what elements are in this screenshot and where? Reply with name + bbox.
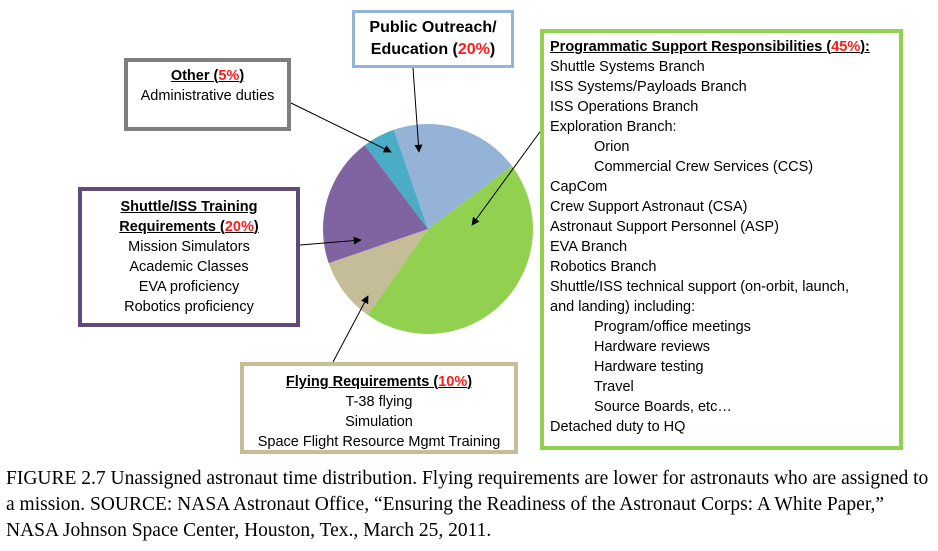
outreach-title-line2: Education (20%) [370,41,496,58]
arrow-other [290,102,392,153]
programmatic-title: Programmatic Support Responsibilities (4… [550,39,870,55]
programmatic-item: CapCom [550,179,608,195]
programmatic-subitem: Orion [594,139,630,155]
outreach-title-line1: Public Outreach/ [369,19,497,36]
programmatic-item: Crew Support Astronaut (CSA) [550,199,748,215]
training-item: Mission Simulators [128,239,250,255]
training-title-line2: Requirements (20%) [119,219,259,235]
training-item: EVA proficiency [138,279,240,295]
programmatic-item: Shuttle Systems Branch [550,59,705,75]
pie-slice-other [364,129,428,229]
programmatic-subitem: Hardware reviews [594,339,711,355]
callout-flying: Flying Requirements (10%) T-38 flying Si… [240,362,518,454]
programmatic-item: Shuttle/ISS technical support (on-orbit,… [550,279,850,295]
programmatic-subitem: Hardware testing [594,359,704,375]
callout-programmatic-support: Programmatic Support Responsibilities (4… [540,29,903,450]
pie-slices [322,124,533,334]
flying-item: T-38 flying [345,394,413,410]
callout-other: Other (5%) Administrative duties [124,58,291,131]
training-title-line1: Shuttle/ISS Training [120,199,258,215]
pie-slice-flying-requirements [328,229,428,316]
pie-slice-programmatic-support-responsibilities [367,165,533,334]
arrow-training [299,236,362,246]
programmatic-item: Astronaut Support Personnel (ASP) [550,219,779,235]
callout-public-outreach: Public Outreach/ Education (20%) [352,10,514,68]
training-item: Robotics proficiency [124,299,254,315]
other-title: Other (5%) [170,68,245,84]
flying-title: Flying Requirements (10%) [285,374,473,390]
arrow-flying [332,295,369,363]
other-item: Administrative duties [140,88,275,104]
programmatic-item: ISS Systems/Payloads Branch [550,79,747,95]
training-item: Academic Classes [129,259,249,275]
programmatic-subitem: Program/office meetings [594,319,751,335]
programmatic-subitem: Commercial Crew Services (CCS) [594,159,814,175]
pie-chart [290,67,543,363]
programmatic-item: ISS Operations Branch [550,99,699,115]
pie-slice-public-outreach-education [393,124,512,229]
flying-item: Space Flight Resource Mgmt Training [257,434,501,450]
arrow-programmatic [471,128,543,226]
programmatic-subitem: Travel [594,379,634,395]
callout-training: Shuttle/ISS Training Requirements (20%) … [78,187,300,327]
pie-slice-shuttle-iss-training-requirements [322,145,428,264]
arrow-outreach [412,67,423,153]
programmatic-item: and landing) including: [550,299,696,315]
flying-item: Simulation [345,414,413,430]
programmatic-item: Robotics Branch [550,259,657,275]
programmatic-item: Detached duty to HQ [550,419,686,435]
figure-caption: FIGURE 2.7 Unassigned astronaut time dis… [6,468,929,541]
programmatic-subitem: Source Boards, etc… [594,399,732,415]
programmatic-item: EVA Branch [550,239,628,255]
programmatic-item: Exploration Branch: [550,119,677,135]
